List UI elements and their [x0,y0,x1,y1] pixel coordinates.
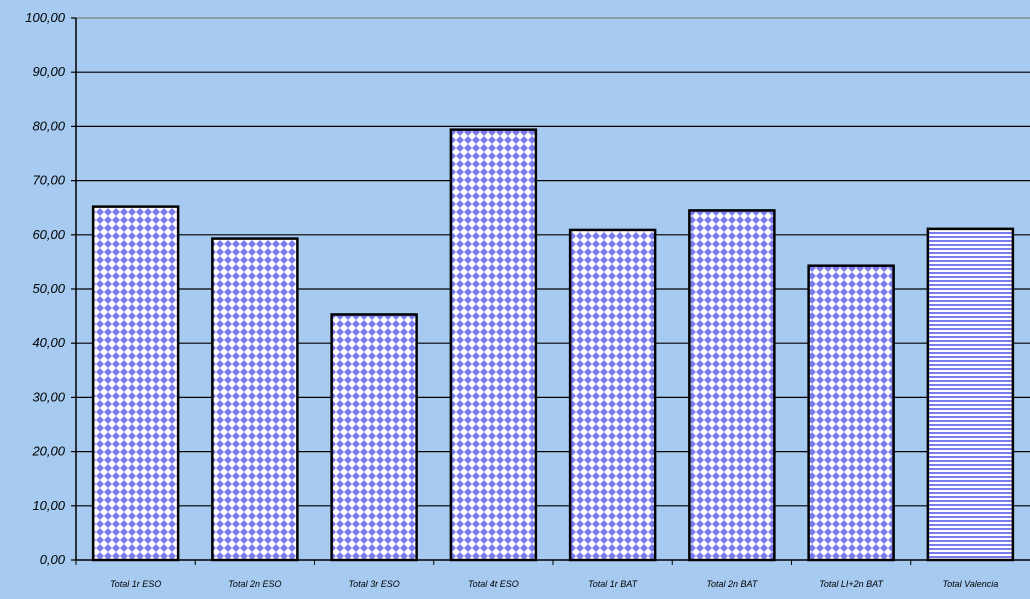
y-tick-label: 20,00 [31,444,65,459]
y-tick-label: 80,00 [32,118,65,133]
y-axis-tick-labels: 0,00 10,00 20,00 30,00 40,00 50,00 60,00 70,00 8… [25,10,66,567]
y-tick-label: 100,00 [25,10,66,25]
x-axis-tick-labels: Total 1r ESO Total 2n ESO Total 3r ESO Tota… [110,579,998,589]
x-tick-label: Total LI+2n BAT [819,579,884,589]
y-tick-label: 90,00 [32,64,65,79]
y-tick-label: 70,00 [32,173,65,188]
y-tick-label: 40,00 [32,335,65,350]
bar [211,237,299,562]
y-tick-label: 30,00 [32,389,65,404]
x-tick-label: Total 2n ESO [228,579,281,589]
bar [330,313,418,562]
x-tick-label: Total 4t ESO [468,579,519,589]
x-tick-label: Total 2n BAT [706,579,759,589]
x-tick-label: Total Valencia [942,579,998,589]
y-tick-label: 0,00 [40,552,66,567]
y-tick-label: 60,00 [32,227,65,242]
x-tick-label: Total 1r BAT [588,579,639,589]
x-tick-label: Total 1r ESO [110,579,161,589]
bar [926,227,1015,562]
bar [568,228,657,562]
bar [91,205,180,562]
bar [449,128,538,562]
bar [807,264,895,562]
x-tick-label: Total 3r ESO [349,579,400,589]
axes [71,17,1030,565]
y-tick-label: 10,00 [32,498,65,513]
bars [91,128,1015,562]
y-tick-label: 50,00 [32,281,65,296]
bar [688,209,776,562]
